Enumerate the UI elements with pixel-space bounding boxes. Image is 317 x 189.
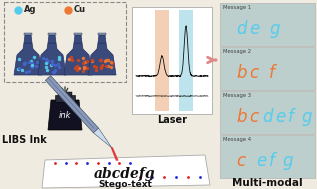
Text: Message 4: Message 4 [223, 137, 251, 142]
Text: Multi-modal
Steganography: Multi-modal Steganography [222, 178, 312, 189]
FancyBboxPatch shape [45, 76, 99, 133]
FancyBboxPatch shape [220, 47, 315, 90]
Text: f: f [269, 64, 275, 82]
Text: Stego-text: Stego-text [98, 180, 152, 189]
Text: c: c [249, 64, 258, 82]
FancyBboxPatch shape [220, 91, 315, 134]
Polygon shape [94, 128, 112, 148]
Text: b: b [236, 108, 247, 126]
Bar [48, 33, 56, 35]
Polygon shape [42, 155, 210, 188]
Text: abcdefg: abcdefg [94, 167, 156, 181]
Bar [179, 10, 193, 111]
Polygon shape [48, 100, 82, 130]
Text: d: d [262, 108, 273, 126]
Text: e: e [256, 152, 266, 170]
Bar [58, 92, 72, 96]
Text: g: g [301, 108, 312, 126]
FancyBboxPatch shape [132, 7, 212, 114]
Text: LIBS Ink: LIBS Ink [2, 135, 47, 145]
Bar [55, 95, 75, 102]
Text: e: e [275, 108, 285, 126]
Polygon shape [24, 35, 32, 43]
Text: Laser: Laser [157, 115, 187, 125]
Text: c: c [249, 108, 258, 126]
Polygon shape [74, 35, 82, 43]
Text: Message 3: Message 3 [223, 93, 251, 98]
Polygon shape [88, 43, 116, 75]
FancyBboxPatch shape [220, 3, 315, 46]
Bar [74, 33, 82, 35]
Text: g: g [282, 152, 293, 170]
Bar [24, 33, 32, 35]
Polygon shape [38, 43, 66, 75]
Polygon shape [98, 35, 106, 43]
Text: f: f [269, 152, 275, 170]
Text: g: g [269, 20, 280, 38]
Text: f: f [288, 108, 294, 126]
Text: e: e [249, 20, 259, 38]
Text: Message 1: Message 1 [223, 5, 251, 10]
Text: Message 2: Message 2 [223, 49, 251, 54]
Bar [155, 10, 169, 111]
Text: d: d [236, 20, 247, 38]
FancyBboxPatch shape [220, 135, 315, 178]
Bar [98, 33, 106, 35]
Text: Ag: Ag [24, 5, 36, 15]
Polygon shape [48, 35, 56, 43]
Polygon shape [14, 43, 42, 75]
Text: b: b [236, 64, 247, 82]
Text: Cu: Cu [74, 5, 86, 15]
Polygon shape [64, 43, 92, 75]
Text: c: c [236, 152, 245, 170]
Text: ink: ink [59, 112, 71, 121]
